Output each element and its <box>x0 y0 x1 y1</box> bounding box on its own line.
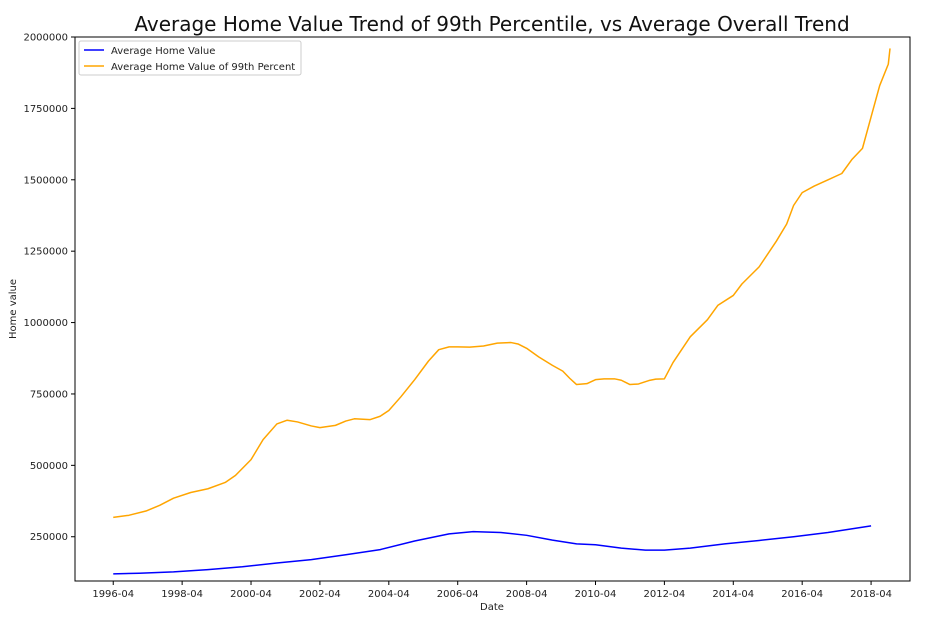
x-tick-label: 1996-04 <box>92 589 134 600</box>
x-tick-label: 2016-04 <box>781 589 823 600</box>
x-axis-label: Date <box>480 602 504 613</box>
x-tick-label: 2006-04 <box>437 589 479 600</box>
y-tick-label: 2000000 <box>23 33 68 44</box>
y-tick-label: 1750000 <box>23 104 68 115</box>
y-tick-label: 500000 <box>30 461 68 472</box>
chart-title: Average Home Value Trend of 99th Percent… <box>134 12 849 36</box>
series-line-average-home-value <box>113 525 872 575</box>
x-tick-label: 2004-04 <box>368 589 410 600</box>
y-tick-label: 1500000 <box>23 175 68 186</box>
legend-label-99th-percent: Average Home Value of 99th Percent <box>111 62 295 73</box>
x-tick-label: 2014-04 <box>712 589 754 600</box>
x-axis: 1996-04 1998-04 2000-04 2002-04 2004-04 2006-… <box>92 581 892 600</box>
series-line-99th-percent <box>113 48 891 519</box>
x-tick-label: 2010-04 <box>575 589 617 600</box>
y-tick-label: 750000 <box>30 389 68 400</box>
y-tick-label: 1000000 <box>23 318 68 329</box>
legend-label-average-home-value: Average Home Value <box>111 46 215 57</box>
y-axis-label: Home value <box>8 279 19 339</box>
x-tick-label: 2012-04 <box>643 589 685 600</box>
x-tick-label: 2000-04 <box>230 589 272 600</box>
series-layer <box>113 48 891 575</box>
x-tick-label: 2008-04 <box>506 589 548 600</box>
y-tick-label: 1250000 <box>23 247 68 258</box>
x-tick-label: 2018-04 <box>850 589 892 600</box>
y-tick-label: 250000 <box>30 532 68 543</box>
legend-box <box>78 40 302 76</box>
x-tick-label: 1998-04 <box>161 589 203 600</box>
plot-area <box>74 36 911 582</box>
x-tick-label: 2002-04 <box>299 589 341 600</box>
y-axis: 250000 500000 750000 1000000 1250000 1500000 1… <box>23 33 75 543</box>
legend: Average Home Value Average Home Value of… <box>78 40 302 76</box>
